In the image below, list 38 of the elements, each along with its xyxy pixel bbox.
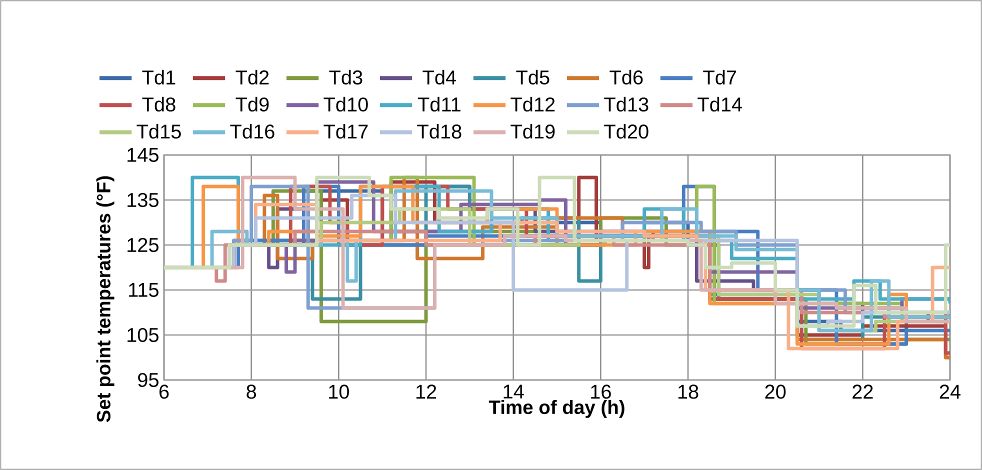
legend-label: Td17 <box>324 124 368 139</box>
legend-label: Td18 <box>417 124 462 139</box>
legend-label: Td20 <box>604 124 648 139</box>
x-tick-label: 20 <box>765 384 786 399</box>
legend-label: Td3 <box>329 70 362 84</box>
y-tick-label: 145 <box>128 148 158 162</box>
x-axis-title: Time of day (h) <box>488 400 624 418</box>
legend-label: Td1 <box>142 70 176 84</box>
legend-label: Td6 <box>610 70 643 84</box>
x-tick-label: 16 <box>591 384 611 399</box>
y-axis-title: Set point temperatures (°F) <box>96 176 114 422</box>
y-tick-label: 95 <box>138 372 158 388</box>
x-tick-label: 24 <box>940 384 961 399</box>
y-tick-label: 135 <box>128 192 158 208</box>
legend-label: Td15 <box>136 124 181 139</box>
legend-label: Td19 <box>510 124 555 139</box>
legend-label: Td5 <box>516 70 550 84</box>
legend-label: Td11 <box>418 96 460 112</box>
x-tick-label: 10 <box>329 384 349 399</box>
legend-label: Td16 <box>230 124 274 139</box>
x-tick-label: 8 <box>246 384 256 399</box>
x-tick-label: 14 <box>504 384 524 398</box>
legend-label: Td14 <box>698 96 742 112</box>
x-tick-label: 22 <box>852 384 873 399</box>
x-tick-label: 18 <box>678 384 698 399</box>
legend-label: Td7 <box>703 70 736 84</box>
x-tick-label: 6 <box>159 384 169 399</box>
y-tick-label: 125 <box>128 238 158 252</box>
legend-label: Td12 <box>510 96 555 112</box>
x-tick-label: 12 <box>416 384 436 399</box>
legend-label: Td13 <box>604 96 648 112</box>
y-tick-label: 115 <box>129 283 158 297</box>
legend-label: Td4 <box>422 70 456 84</box>
legend-label: Td9 <box>236 96 269 112</box>
legend-label: Td10 <box>324 96 368 112</box>
legend-label: Td2 <box>236 70 269 84</box>
legend-label: Td8 <box>142 96 176 112</box>
y-tick-label: 105 <box>128 328 158 342</box>
